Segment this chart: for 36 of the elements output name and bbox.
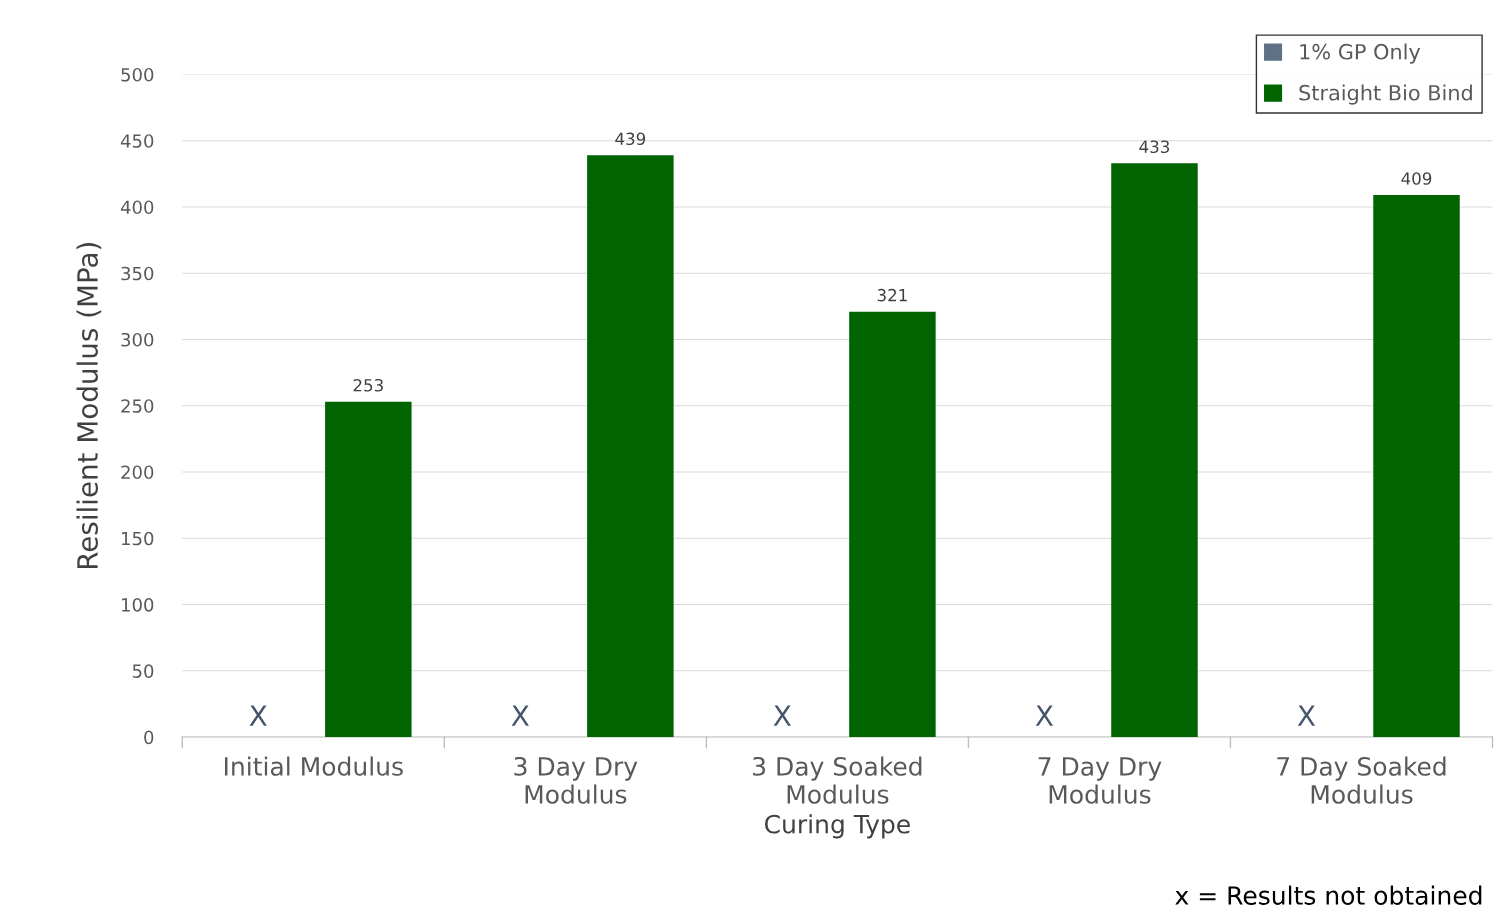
y-tick-label: 50: [132, 664, 154, 678]
y-tick-label: 400: [120, 200, 154, 215]
bar: [1111, 163, 1198, 738]
y-tick-label: 0: [144, 730, 154, 745]
bar: [325, 401, 412, 738]
y-tick-label: 350: [121, 266, 154, 281]
x-tick-label: 3 Day Soaked Modulus: [753, 756, 922, 804]
y-tick-label: 450: [120, 134, 154, 148]
annotation: X: [511, 705, 529, 726]
y-tick-label: 300: [121, 332, 154, 347]
y-tick-label: 250: [121, 399, 154, 413]
x-tick-label: 7 Day Dry Modulus: [1038, 757, 1162, 804]
annotation: X: [1297, 705, 1316, 726]
bar: [587, 155, 674, 738]
annotation: X: [249, 705, 267, 726]
bar: [849, 311, 936, 738]
data-label: 321: [877, 288, 907, 302]
x-tick-label: 7 Day Soaked Modulus: [1277, 756, 1446, 804]
text: x = Results not obtained: [1175, 885, 1482, 905]
x-tick-label: 3 Day Dry Modulus: [514, 756, 638, 804]
x-tick-label: Initial Modulus: [224, 756, 403, 776]
data-label: 253: [353, 378, 383, 392]
annotation: X: [773, 705, 791, 726]
bar: [1373, 195, 1460, 738]
y-axis-title: Resilient Modulus (MPa): [76, 243, 102, 569]
y-tick-label: 150: [122, 531, 154, 546]
y-tick-label: 100: [122, 597, 154, 612]
y-tick-label: 200: [121, 465, 154, 480]
legend-label: 1% GP Only: [1300, 43, 1421, 64]
data-label: 433: [1139, 140, 1170, 154]
legend-label: Straight Bio Bind: [1299, 84, 1472, 105]
data-label: 439: [615, 132, 646, 146]
y-tick-label: 500: [121, 67, 154, 82]
annotation: X: [1035, 705, 1054, 726]
x-axis-title: Curing Type: [764, 814, 910, 839]
data-label: 409: [1401, 172, 1432, 185]
